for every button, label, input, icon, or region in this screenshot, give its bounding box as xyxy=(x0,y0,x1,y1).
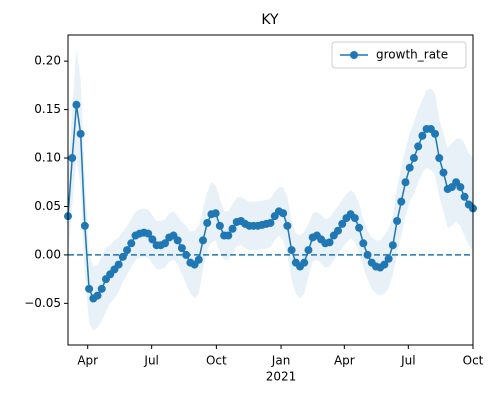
data-point xyxy=(431,129,440,138)
data-point xyxy=(338,219,347,228)
y-tick-label: −0.05 xyxy=(24,296,61,310)
data-point xyxy=(68,154,77,163)
x-tick-label: Apr xyxy=(77,354,98,368)
data-point xyxy=(384,254,393,263)
data-point xyxy=(393,217,402,225)
x-tick-label: Oct xyxy=(206,354,227,368)
data-point xyxy=(80,221,89,230)
data-point xyxy=(401,178,410,187)
data-point xyxy=(397,197,406,206)
data-point xyxy=(334,226,342,235)
data-point xyxy=(283,221,292,230)
data-point xyxy=(363,250,372,259)
x-tick-label: Jul xyxy=(143,354,158,368)
data-point xyxy=(405,163,414,172)
data-point xyxy=(203,218,212,227)
data-point xyxy=(224,231,233,240)
data-point xyxy=(435,154,444,163)
data-point xyxy=(211,209,220,218)
x-year-label: 2021 xyxy=(266,370,297,384)
data-point xyxy=(304,246,313,255)
legend-box xyxy=(331,41,467,69)
data-point xyxy=(76,129,85,138)
data-point xyxy=(279,209,288,218)
data-point xyxy=(439,168,448,177)
data-point xyxy=(72,100,81,109)
data-point xyxy=(388,241,397,250)
legend: growth_rate xyxy=(331,41,467,69)
data-point xyxy=(456,183,465,192)
data-point xyxy=(228,224,237,233)
legend-label: growth_rate xyxy=(376,48,448,62)
data-point xyxy=(460,192,469,201)
legend-marker xyxy=(350,51,358,59)
data-point xyxy=(148,235,157,244)
data-point xyxy=(325,238,334,247)
data-point xyxy=(380,260,389,269)
data-point xyxy=(359,239,368,248)
y-tick-label: 0.10 xyxy=(34,151,61,165)
data-point xyxy=(194,255,203,264)
data-point xyxy=(85,284,94,293)
data-point xyxy=(215,221,224,230)
plot-frame xyxy=(67,34,474,346)
data-point xyxy=(414,142,423,151)
x-tick-label: Jan xyxy=(271,354,291,368)
data-point xyxy=(118,252,127,261)
x-tick-label: Jul xyxy=(400,354,415,368)
data-point xyxy=(199,236,207,245)
data-point xyxy=(173,236,182,245)
x-tick-label: Apr xyxy=(334,354,355,368)
data-point xyxy=(93,291,102,300)
data-point xyxy=(114,260,123,269)
data-point xyxy=(409,154,418,163)
y-tick-label: 0.00 xyxy=(34,247,61,261)
data-point xyxy=(177,244,186,253)
data-point xyxy=(350,214,359,223)
data-point xyxy=(161,239,170,248)
confidence-band xyxy=(68,48,473,331)
y-tick-label: 0.15 xyxy=(34,102,61,116)
data-point xyxy=(144,229,153,238)
y-tick-label: 0.20 xyxy=(34,54,61,68)
data-point xyxy=(355,223,364,232)
x-tick-label: Oct xyxy=(463,354,484,368)
data-point xyxy=(418,131,427,140)
data-point xyxy=(123,246,132,255)
data-point xyxy=(182,250,191,259)
y-tick-label: 0.05 xyxy=(34,199,61,213)
chart-title: KY xyxy=(261,12,279,28)
data-point xyxy=(97,284,106,293)
data-point xyxy=(287,246,296,255)
data-point xyxy=(300,258,309,267)
data-point xyxy=(127,239,136,248)
data-point xyxy=(266,218,275,227)
